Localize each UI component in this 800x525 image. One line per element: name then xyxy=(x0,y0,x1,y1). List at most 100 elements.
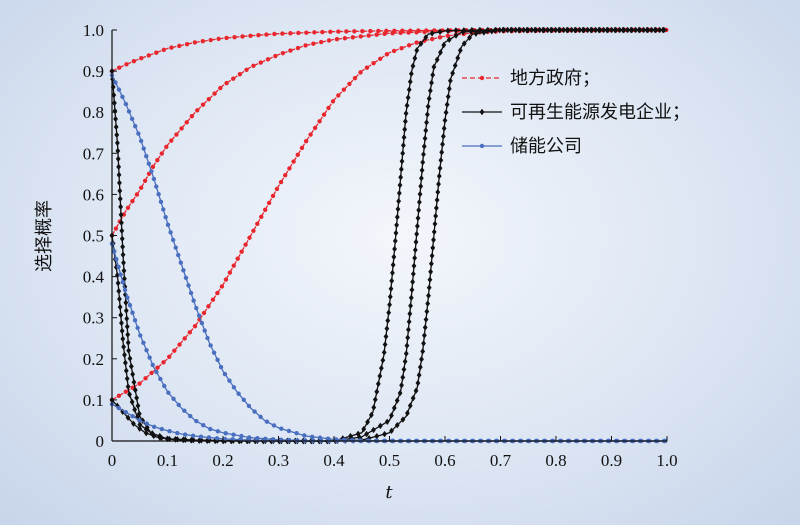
data-point xyxy=(231,76,236,81)
data-point xyxy=(418,40,424,47)
data-point xyxy=(423,127,429,134)
data-point xyxy=(117,295,122,303)
data-point xyxy=(410,394,416,402)
data-point xyxy=(425,103,431,110)
data-point xyxy=(421,340,426,347)
series-line xyxy=(111,29,667,442)
data-point xyxy=(144,421,150,426)
data-point xyxy=(179,126,184,131)
data-point xyxy=(246,403,252,409)
data-point xyxy=(224,80,229,86)
data-point xyxy=(399,382,404,389)
data-point xyxy=(412,246,418,254)
data-point xyxy=(130,371,136,378)
data-point xyxy=(513,26,519,34)
data-point xyxy=(137,381,142,386)
data-point xyxy=(303,138,309,144)
data-point xyxy=(239,433,244,439)
data-point xyxy=(252,409,257,414)
data-point xyxy=(455,54,461,62)
data-point xyxy=(428,260,434,267)
data-point xyxy=(206,435,212,440)
data-point xyxy=(408,294,414,302)
data-point xyxy=(429,36,435,42)
data-point xyxy=(154,50,159,55)
data-point xyxy=(171,396,176,402)
data-point xyxy=(176,252,181,258)
data-point xyxy=(218,85,223,91)
data-point xyxy=(162,383,167,389)
data-point xyxy=(391,253,397,261)
data-point xyxy=(437,164,443,172)
data-point xyxy=(241,397,246,403)
data-point xyxy=(422,324,428,331)
data-point xyxy=(222,371,228,377)
data-point xyxy=(396,197,402,205)
x-tick-label: 0.8 xyxy=(545,451,566,470)
data-point xyxy=(270,193,276,199)
data-point xyxy=(214,436,220,441)
data-point xyxy=(131,59,137,64)
data-point xyxy=(141,146,146,151)
data-point xyxy=(296,30,301,36)
y-tick-label: 0.6 xyxy=(83,185,104,204)
data-point xyxy=(426,284,432,291)
data-point xyxy=(119,235,125,242)
series-line xyxy=(111,243,667,442)
data-point xyxy=(391,404,397,412)
data-point xyxy=(291,159,296,164)
data-point xyxy=(371,404,377,411)
legend-label: 储能公司 xyxy=(510,136,582,157)
x-tick-label: 0.5 xyxy=(379,451,400,470)
series-line xyxy=(111,29,668,236)
data-point xyxy=(248,33,253,38)
data-point xyxy=(190,433,196,438)
data-point xyxy=(177,43,182,49)
data-point xyxy=(118,311,124,319)
data-point xyxy=(649,26,655,34)
data-point xyxy=(130,414,135,419)
data-point xyxy=(431,228,437,236)
data-point xyxy=(259,214,264,220)
data-point xyxy=(299,145,305,151)
data-point xyxy=(200,102,206,107)
data-point xyxy=(125,339,131,346)
data-point xyxy=(378,56,383,61)
data-point xyxy=(400,150,406,157)
data-point xyxy=(168,230,173,235)
data-point xyxy=(396,189,402,197)
data-point xyxy=(561,26,567,34)
data-point xyxy=(258,60,263,65)
y-tick-label: 0.8 xyxy=(83,103,104,122)
data-point xyxy=(144,347,149,353)
data-point xyxy=(414,30,419,35)
data-point xyxy=(344,29,349,34)
data-point xyxy=(124,62,129,67)
data-point xyxy=(125,295,130,300)
data-point xyxy=(246,437,252,443)
data-point xyxy=(146,53,151,58)
data-point xyxy=(120,335,126,343)
data-point xyxy=(385,317,391,324)
data-point xyxy=(429,252,435,260)
data-point xyxy=(625,26,631,34)
data-point xyxy=(127,355,133,362)
data-point xyxy=(401,134,407,141)
data-point xyxy=(641,26,647,34)
data-point xyxy=(130,385,135,390)
data-point xyxy=(431,63,437,71)
data-point xyxy=(330,99,336,104)
data-point xyxy=(407,78,413,85)
data-point xyxy=(407,310,413,317)
data-point xyxy=(251,63,256,69)
series-line xyxy=(111,29,667,72)
data-point xyxy=(218,364,224,370)
data-point xyxy=(113,123,119,131)
data-point xyxy=(173,245,178,250)
data-point xyxy=(440,141,445,148)
data-point xyxy=(334,36,340,42)
data-point xyxy=(286,428,292,434)
data-point xyxy=(420,159,426,166)
data-point xyxy=(341,87,347,92)
data-point xyxy=(169,138,174,143)
